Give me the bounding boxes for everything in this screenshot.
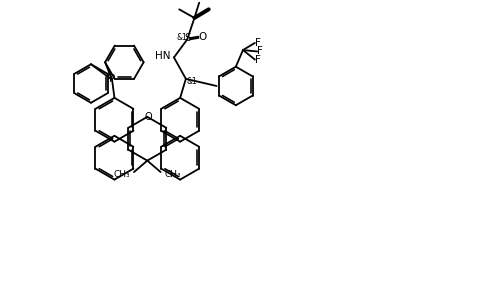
Text: S: S xyxy=(183,33,190,43)
Text: O: O xyxy=(198,32,207,42)
Text: CH₃: CH₃ xyxy=(113,170,130,179)
Text: F: F xyxy=(254,38,260,48)
Text: F: F xyxy=(254,55,260,65)
Text: P: P xyxy=(109,74,115,84)
Text: &1: &1 xyxy=(186,77,197,86)
Text: &1: &1 xyxy=(176,33,186,42)
Text: O: O xyxy=(144,112,151,122)
Text: CH₃: CH₃ xyxy=(164,170,181,179)
Text: F: F xyxy=(257,46,262,57)
Text: HN: HN xyxy=(154,51,170,61)
